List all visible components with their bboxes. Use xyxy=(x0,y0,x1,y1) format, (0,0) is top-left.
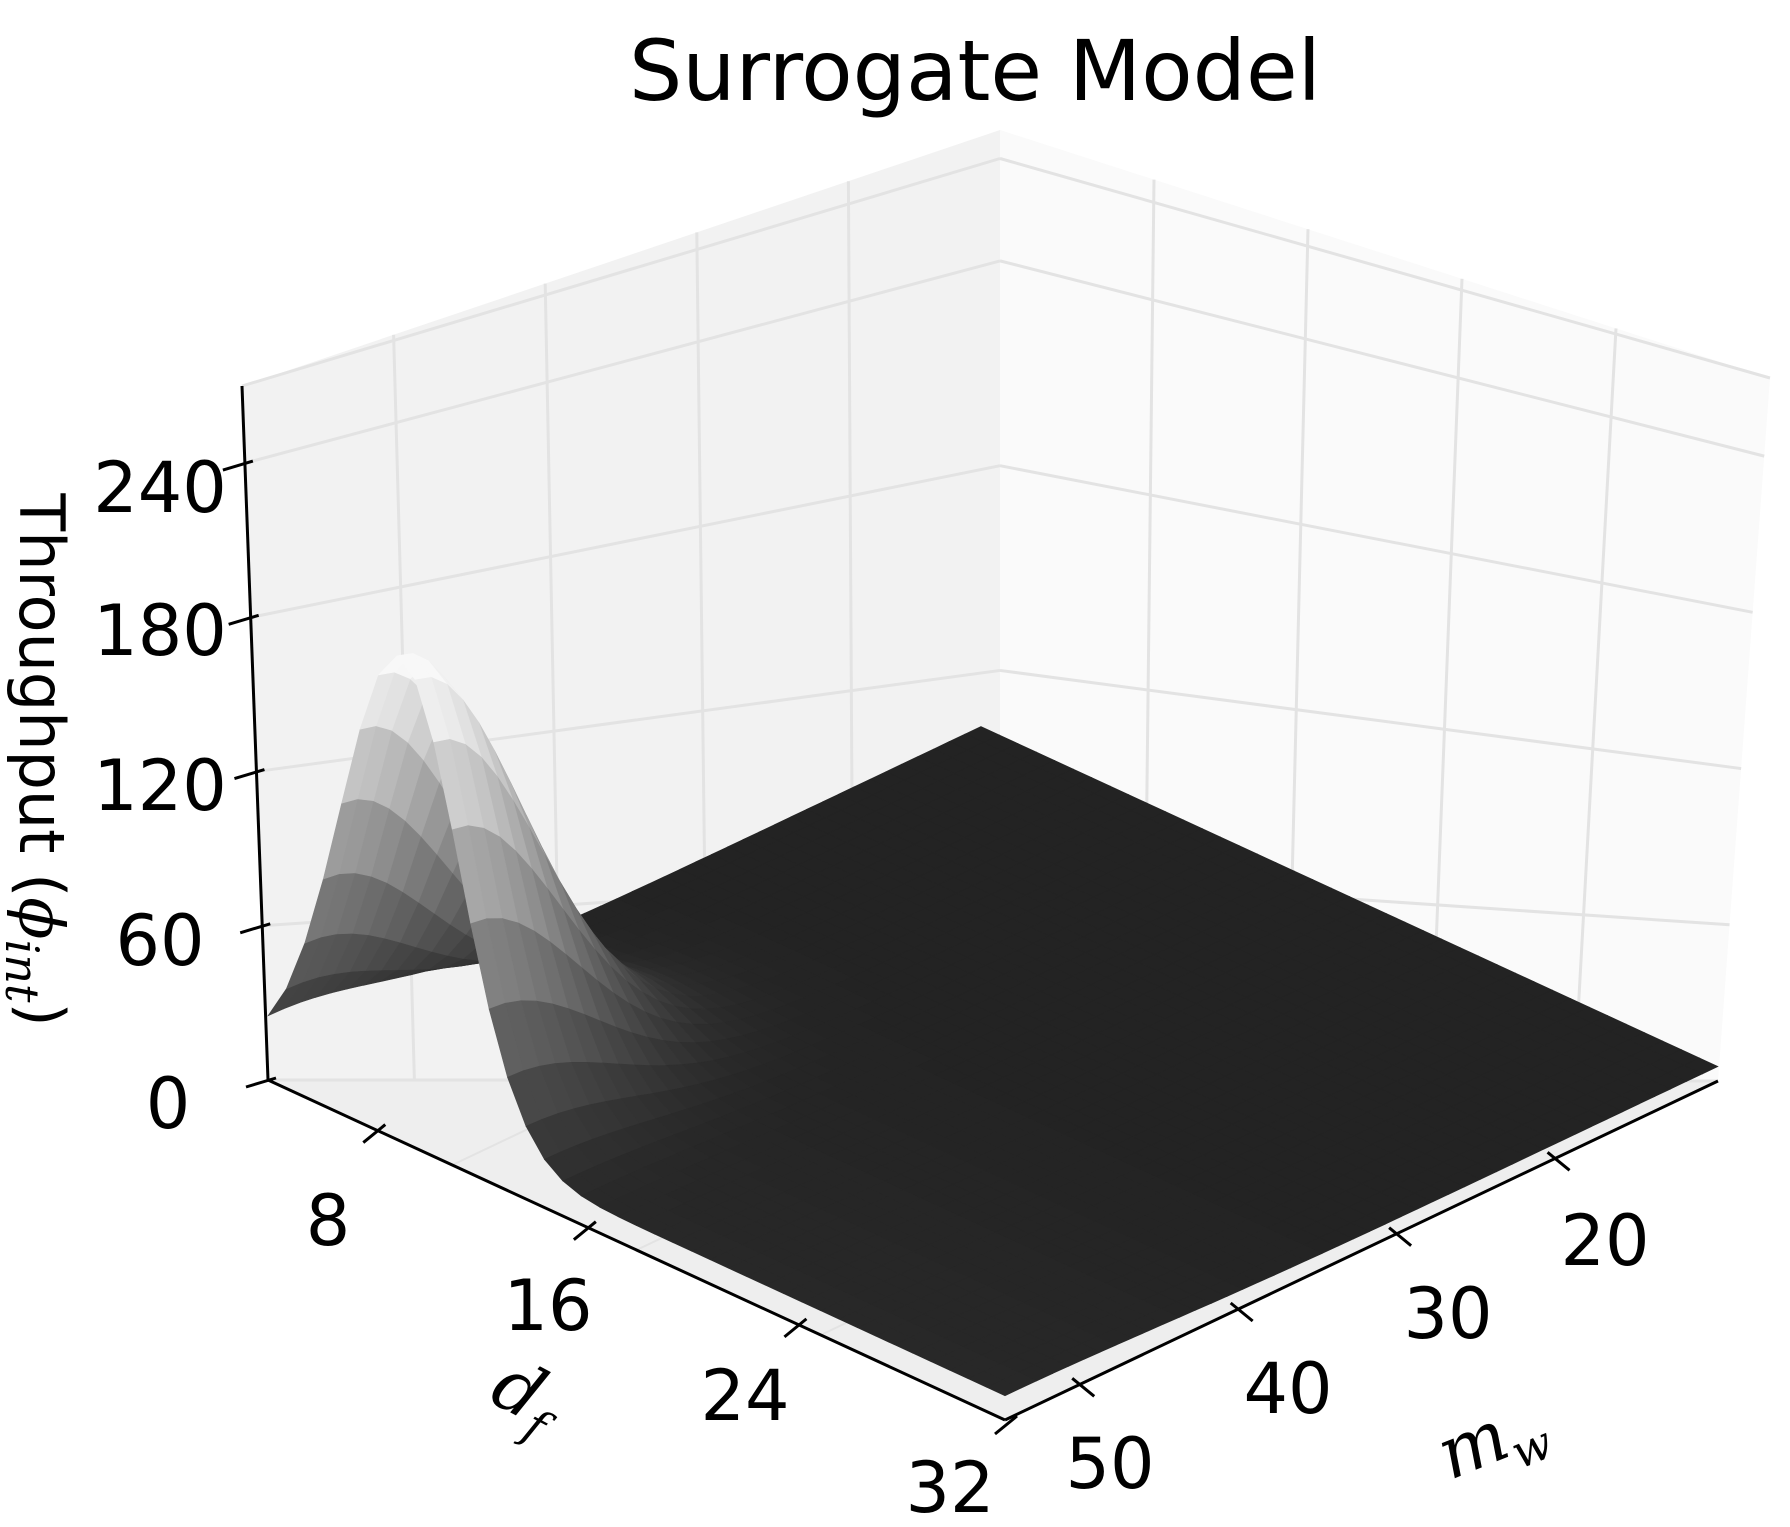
z-tick-mark xyxy=(245,1076,277,1089)
grid-line xyxy=(999,157,1771,380)
grid-line xyxy=(999,259,1765,458)
y-tick-mark xyxy=(1229,1301,1254,1323)
grid-line xyxy=(241,157,1001,388)
x-tick-mark xyxy=(994,1414,1018,1436)
z-tick-mark xyxy=(239,922,271,935)
grid-line xyxy=(999,668,1742,771)
x-tick-label: 32 xyxy=(905,1447,994,1527)
z-tick-label: 240 xyxy=(93,447,227,529)
grid-line xyxy=(999,464,1753,614)
grid-line xyxy=(1572,328,1618,1081)
z-tick-mark xyxy=(222,459,254,472)
z-axis-line xyxy=(240,385,270,1081)
z-axis-label: Throughput (ϕint) xyxy=(0,492,78,1026)
y-tick-mark xyxy=(1388,1226,1413,1247)
z-tick-label: 60 xyxy=(115,900,204,982)
x-axis-line xyxy=(267,1078,1006,1422)
surface-patch xyxy=(985,1379,1022,1397)
chart-title: Surrogate Model xyxy=(629,22,1321,120)
x-tick-mark xyxy=(783,1317,808,1339)
axis-lines xyxy=(222,385,1719,1436)
x-tick-label: 8 xyxy=(306,1180,351,1262)
z-tick-mark xyxy=(228,613,260,626)
y-tick-mark xyxy=(1071,1377,1096,1398)
y-tick-label: 40 xyxy=(1243,1348,1332,1430)
z-tick-mark xyxy=(234,768,265,780)
x-tick-label: 24 xyxy=(700,1355,789,1437)
grid-line xyxy=(244,259,1001,465)
x-tick-mark xyxy=(572,1220,597,1241)
x-tick-label: 16 xyxy=(503,1265,592,1347)
grid-line xyxy=(250,464,1001,619)
z-tick-label: 120 xyxy=(93,745,227,827)
y-tick-label: 20 xyxy=(1560,1200,1649,1282)
y-axis-label: mw xyxy=(1425,1378,1560,1505)
y-axis-line xyxy=(1004,1079,1719,1422)
z-tick-label: 0 xyxy=(146,1063,191,1145)
y-tick-label: 30 xyxy=(1403,1273,1492,1355)
y-tick-mark xyxy=(1546,1151,1571,1172)
x-axis-label: df xyxy=(474,1341,580,1457)
y-tick-label: 50 xyxy=(1065,1423,1154,1505)
x-tick-mark xyxy=(362,1123,387,1144)
z-tick-label: 180 xyxy=(93,590,227,672)
surface-plot xyxy=(267,653,1719,1397)
